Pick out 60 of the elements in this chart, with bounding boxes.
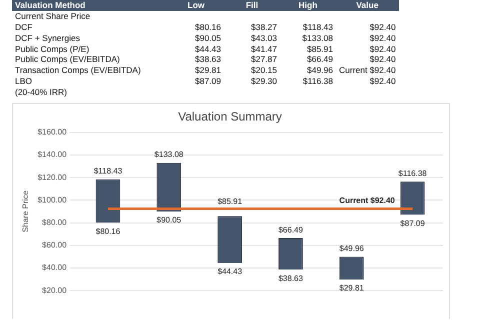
annotation: $66.49 — [278, 225, 304, 234]
annotation: $44.43 — [218, 267, 243, 276]
annotation: $90.05 — [156, 216, 182, 225]
annotation: $87.09 — [400, 218, 426, 228]
text: $44.43 — [195, 44, 221, 54]
category-label: LBO — [15, 76, 32, 86]
text: $49.96 — [307, 65, 333, 76]
y-tick-label: $140.00 — [38, 150, 68, 160]
text: $41.47 — [251, 44, 277, 54]
text: $90.05 — [195, 32, 221, 43]
chart-title: Valuation Summary — [178, 110, 282, 124]
y-tick-label: $60.00 — [42, 240, 68, 250]
text: Current $92.40 — [339, 65, 396, 76]
annotation: $49.96 — [339, 244, 364, 253]
category-label: Value — [336, 0, 399, 11]
text: $66.49 — [307, 54, 333, 64]
text: $29.30 — [251, 76, 277, 86]
y-tick-label: $160.00 — [38, 128, 68, 137]
category-label: (20-40% IRR) — [15, 86, 67, 97]
text: $92.40 — [370, 76, 396, 86]
text: Valuation Method — [12, 0, 168, 11]
category-label: Public Comps (EV/EBITDA) — [15, 54, 120, 64]
annotation: $29.81 — [339, 284, 364, 293]
text: $87.09 — [195, 76, 221, 86]
text: $43.03 — [251, 32, 277, 43]
y-tick-label: $120.00 — [38, 172, 68, 182]
y-axis-title: Share Price — [21, 190, 30, 232]
annotation: $116.38 — [398, 168, 428, 178]
category-label: DCF — [15, 22, 32, 32]
annotation: Current $92.40 — [339, 196, 396, 205]
text: $85.91 — [307, 44, 333, 54]
category-label: Fill — [224, 0, 280, 11]
text: $92.40 — [370, 22, 396, 32]
text: $133.08 — [302, 32, 333, 43]
text: $92.40 — [370, 44, 396, 54]
y-tick-label: $40.00 — [42, 263, 68, 272]
text: $20.15 — [251, 65, 277, 76]
category-label: DCF + Synergies — [15, 32, 80, 43]
category-label: Transaction Comps (EV/EBITDA) — [15, 65, 141, 76]
text: $80.16 — [195, 22, 221, 32]
text: $38.63 — [195, 54, 221, 64]
text: $116.38 — [302, 76, 333, 86]
y-tick-label: $20.00 — [42, 286, 68, 295]
y-tick-label: $100.00 — [38, 195, 68, 204]
annotation: $133.08 — [154, 150, 184, 160]
text: $29.81 — [195, 65, 221, 76]
annotation: $85.91 — [218, 196, 243, 206]
annotation: $118.43 — [94, 166, 123, 176]
text: $92.40 — [370, 32, 396, 43]
text: $27.87 — [251, 54, 277, 64]
text: $38.27 — [251, 22, 277, 32]
text: $118.43 — [302, 22, 333, 32]
category-label: Current Share Price — [15, 11, 90, 22]
category-label: Low — [168, 0, 224, 11]
y-tick-label: $80.00 — [42, 218, 68, 228]
category-label: Public Comps (P/E) — [15, 44, 90, 54]
text: $92.40 — [370, 54, 396, 64]
category-label: High — [280, 0, 336, 11]
annotation: $80.16 — [96, 226, 121, 236]
annotation: $38.63 — [278, 274, 304, 283]
